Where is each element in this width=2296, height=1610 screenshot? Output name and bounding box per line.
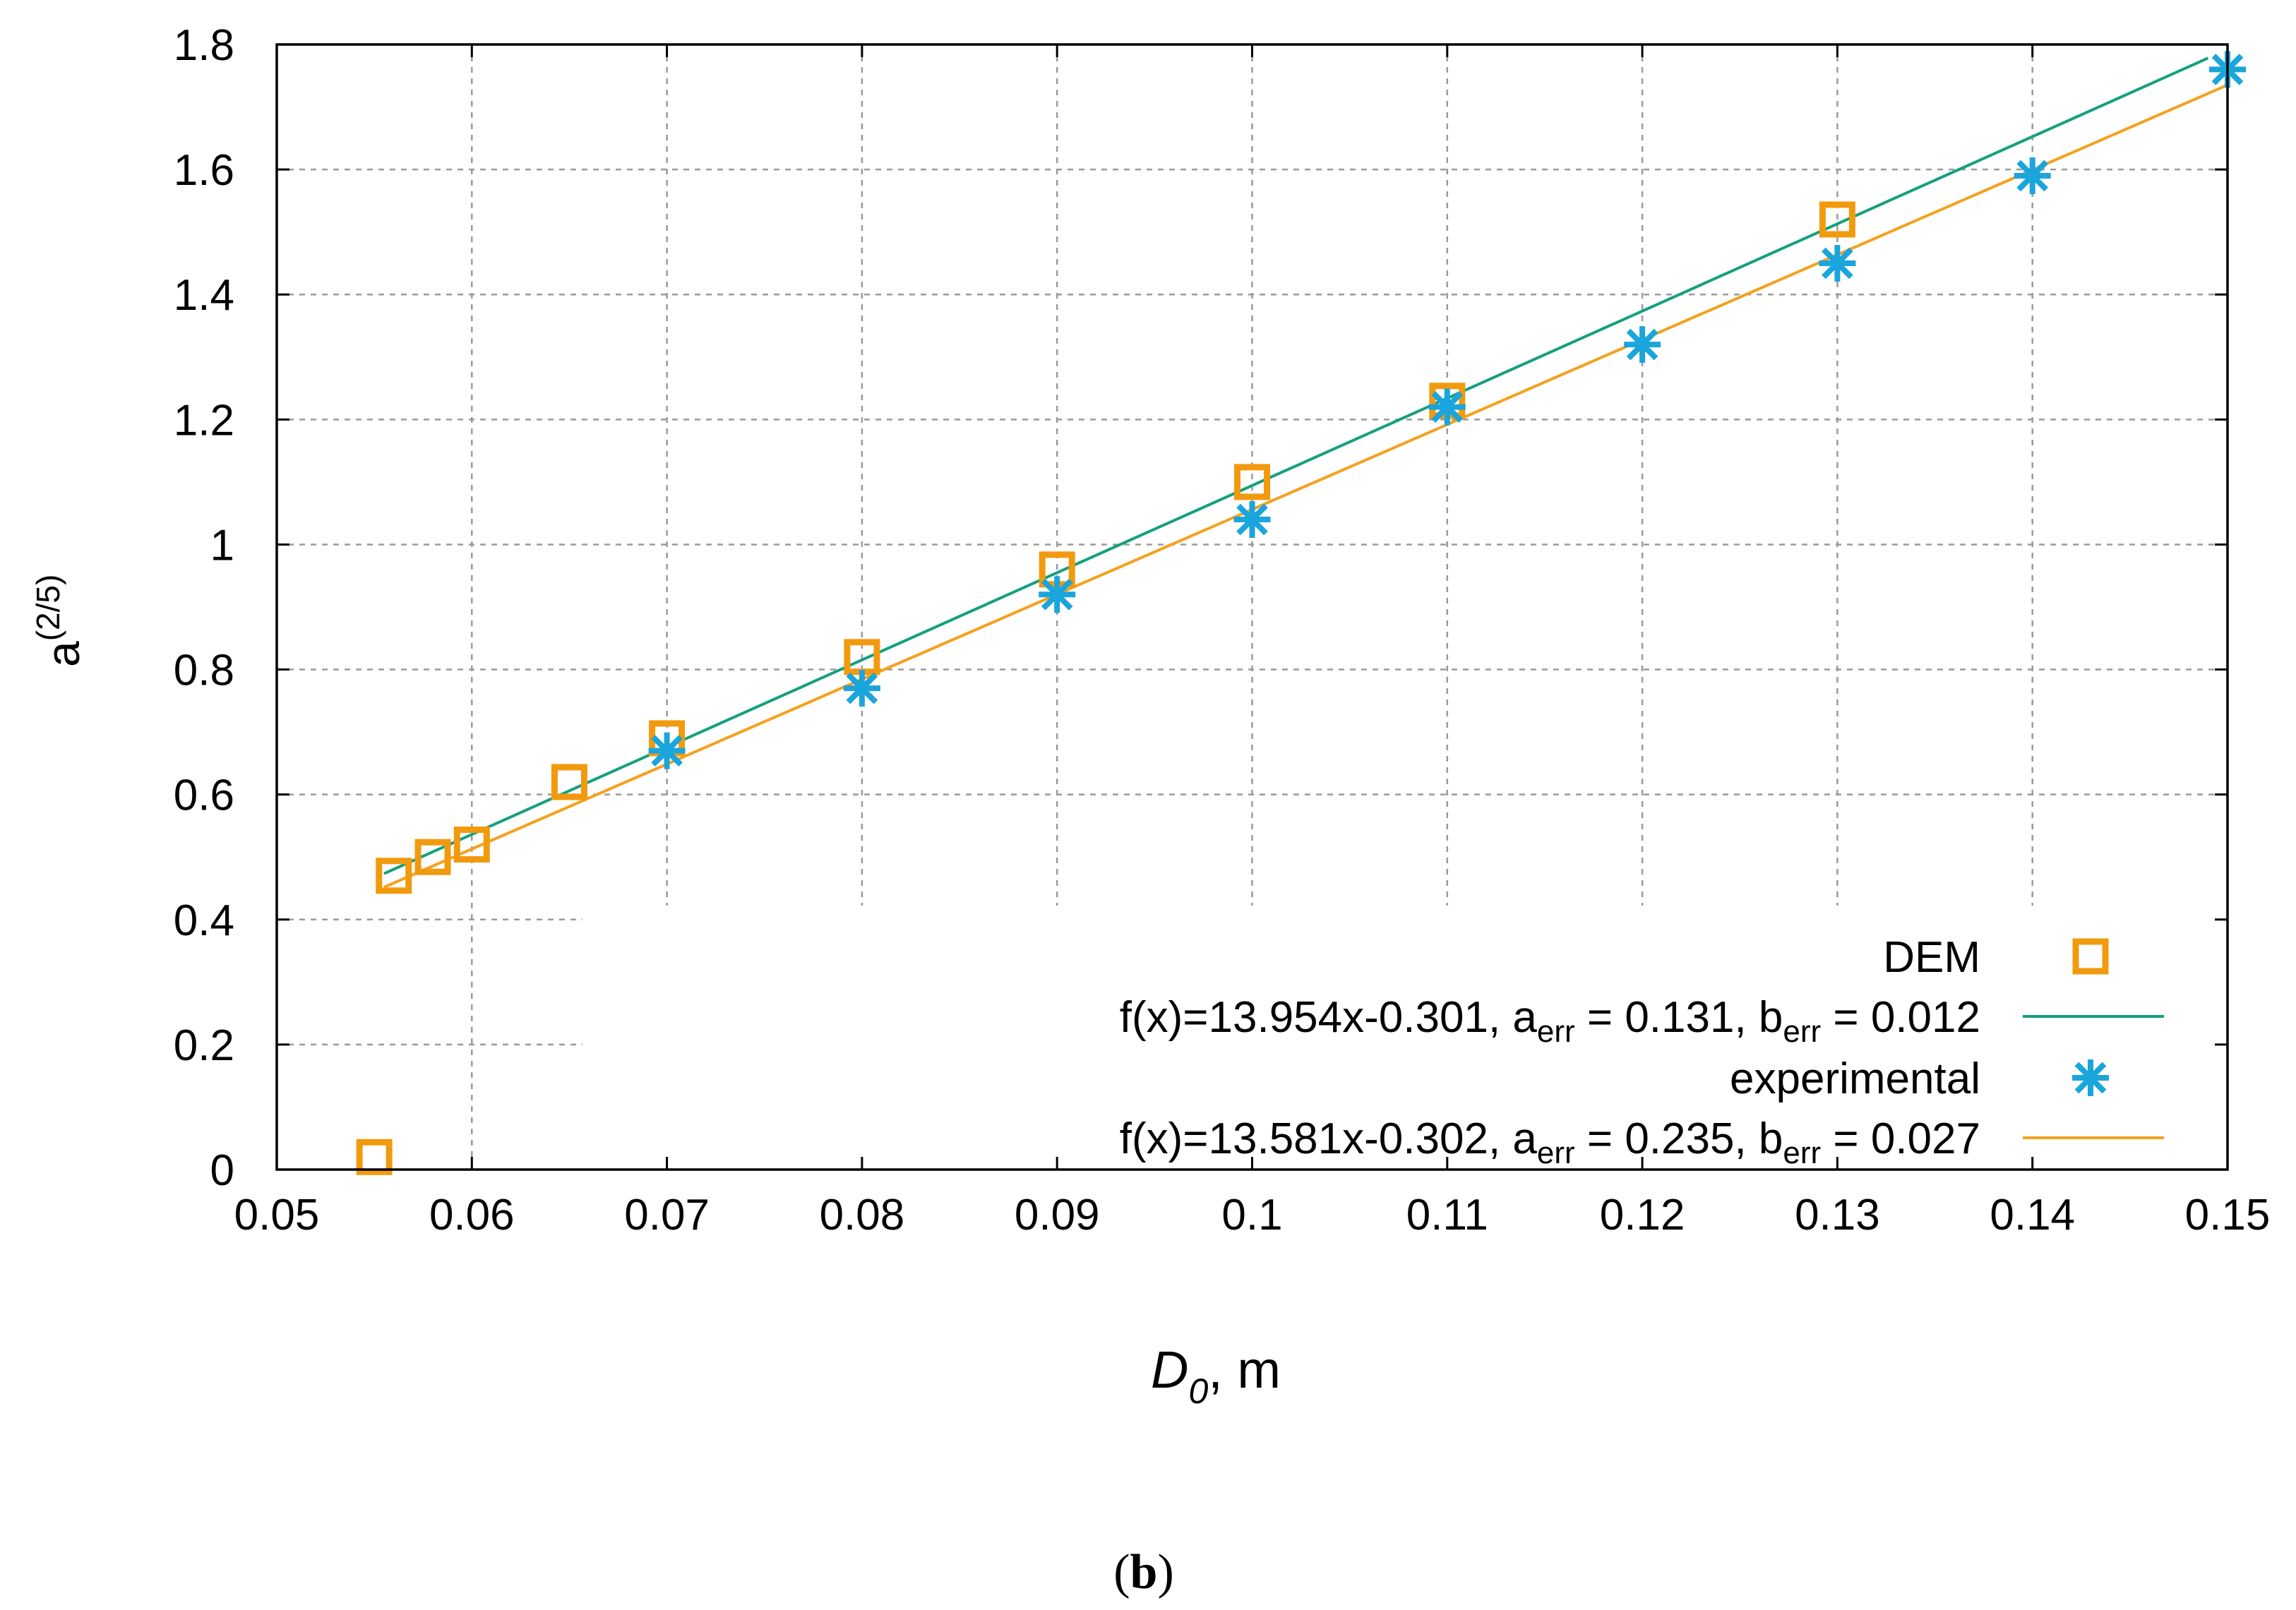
- y-tick-label: 1.8: [174, 21, 234, 70]
- caption-letter: b: [1130, 1545, 1158, 1599]
- x-tick-label: 0.15: [2185, 1191, 2271, 1239]
- legend-fit2-mid: = 0.235, b: [1575, 1115, 1783, 1163]
- figure-caption: (b): [1113, 1545, 1174, 1599]
- legend-fit1-mid: = 0.131, b: [1575, 993, 1783, 1042]
- y-tick-label: 0: [210, 1146, 234, 1195]
- experimental-point: [843, 670, 880, 707]
- y-tick-label: 0.2: [174, 1021, 234, 1070]
- y-tick-label: 1.4: [174, 271, 234, 320]
- axis-ticks: 0.05 0.06 0.07 0.08 0.09 0.1 0.11 0.12 0.13 0.14 0…: [174, 21, 2271, 1239]
- experimental-point: [648, 732, 686, 769]
- x-axis-label-symbol: D: [1151, 1340, 1188, 1399]
- dem-point: [414, 839, 451, 875]
- x-tick-label: 0.12: [1600, 1191, 1685, 1239]
- x-tick-label: 0.11: [1406, 1191, 1488, 1239]
- x-tick-label: 0.1: [1221, 1191, 1282, 1239]
- legend-fit1-sub-b: err: [1783, 1014, 1821, 1049]
- x-tick-label: 0.08: [820, 1191, 905, 1239]
- y-tick-label: 0.8: [174, 647, 234, 695]
- legend: DEM f(x)=13.954x-0.301, aerr = 0.131, be…: [1120, 933, 2164, 1170]
- legend-fit1-label: f(x)=13.954x-0.301, aerr = 0.131, berr =…: [1120, 993, 1980, 1049]
- experimental-point: [2014, 157, 2051, 194]
- dem-point: [376, 858, 412, 894]
- experimental-point: [1039, 576, 1076, 613]
- x-tick-label: 0.09: [1015, 1191, 1100, 1239]
- legend-experimental-label: experimental: [1730, 1055, 1980, 1103]
- caption-close: ): [1157, 1545, 1173, 1599]
- y-axis-label-base: a: [37, 641, 89, 667]
- experimental-point: [1428, 388, 1466, 426]
- x-tick-label: 0.06: [429, 1191, 515, 1239]
- y-tick-label: 1: [210, 521, 234, 570]
- dem-point: [356, 1139, 393, 1175]
- y-tick-label: 1.2: [174, 396, 234, 445]
- fit-line-1: [383, 56, 2209, 875]
- legend-fit2-sub-b: err: [1783, 1136, 1821, 1170]
- experimental-point: [1624, 326, 1661, 364]
- legend-dem-label: DEM: [1883, 933, 1980, 982]
- y-tick-label: 0.6: [174, 771, 234, 820]
- dem-point: [453, 827, 490, 863]
- dem-point: [1819, 201, 1855, 238]
- legend-dem-marker: [2072, 938, 2109, 975]
- y-tick-label: 0.4: [174, 896, 234, 945]
- y-axis-label: a(2/5): [30, 575, 89, 667]
- fit-lines: [383, 56, 2228, 889]
- fit-line-2: [383, 83, 2228, 889]
- dem-point: [1234, 464, 1270, 500]
- x-tick-label: 0.14: [1990, 1191, 2075, 1239]
- legend-fit2-sub-a: err: [1537, 1136, 1575, 1170]
- y-tick-label: 1.6: [174, 146, 234, 195]
- y-axis-label-superscript: (2/5): [30, 575, 66, 642]
- legend-fit2-end: = 0.027: [1821, 1115, 1980, 1163]
- experimental-point: [1819, 244, 1856, 282]
- x-axis-label-subscript: 0: [1188, 1371, 1208, 1411]
- x-tick-label: 0.05: [234, 1191, 320, 1239]
- legend-fit1-sub-a: err: [1537, 1014, 1575, 1049]
- data-markers: [356, 51, 2246, 1175]
- legend-fit2-main: f(x)=13.581x-0.302, a: [1120, 1115, 1538, 1163]
- caption-open: (: [1113, 1545, 1130, 1599]
- x-axis-label: D0, m: [1151, 1340, 1281, 1411]
- legend-background: [582, 906, 2225, 1167]
- legend-fit1-end: = 0.012: [1821, 993, 1980, 1042]
- legend-fit2-label: f(x)=13.581x-0.302, aerr = 0.235, berr =…: [1120, 1115, 1980, 1170]
- legend-experimental-asterisk: [2072, 1059, 2109, 1096]
- x-tick-label: 0.07: [624, 1191, 710, 1239]
- x-axis-label-unit: , m: [1208, 1340, 1281, 1399]
- x-tick-label: 0.13: [1795, 1191, 1880, 1239]
- legend-experimental-marker: [2072, 1059, 2109, 1096]
- experimental-point: [1233, 501, 1271, 539]
- dem-point: [551, 764, 587, 800]
- legend-fit1-main: f(x)=13.954x-0.301, a: [1120, 993, 1538, 1042]
